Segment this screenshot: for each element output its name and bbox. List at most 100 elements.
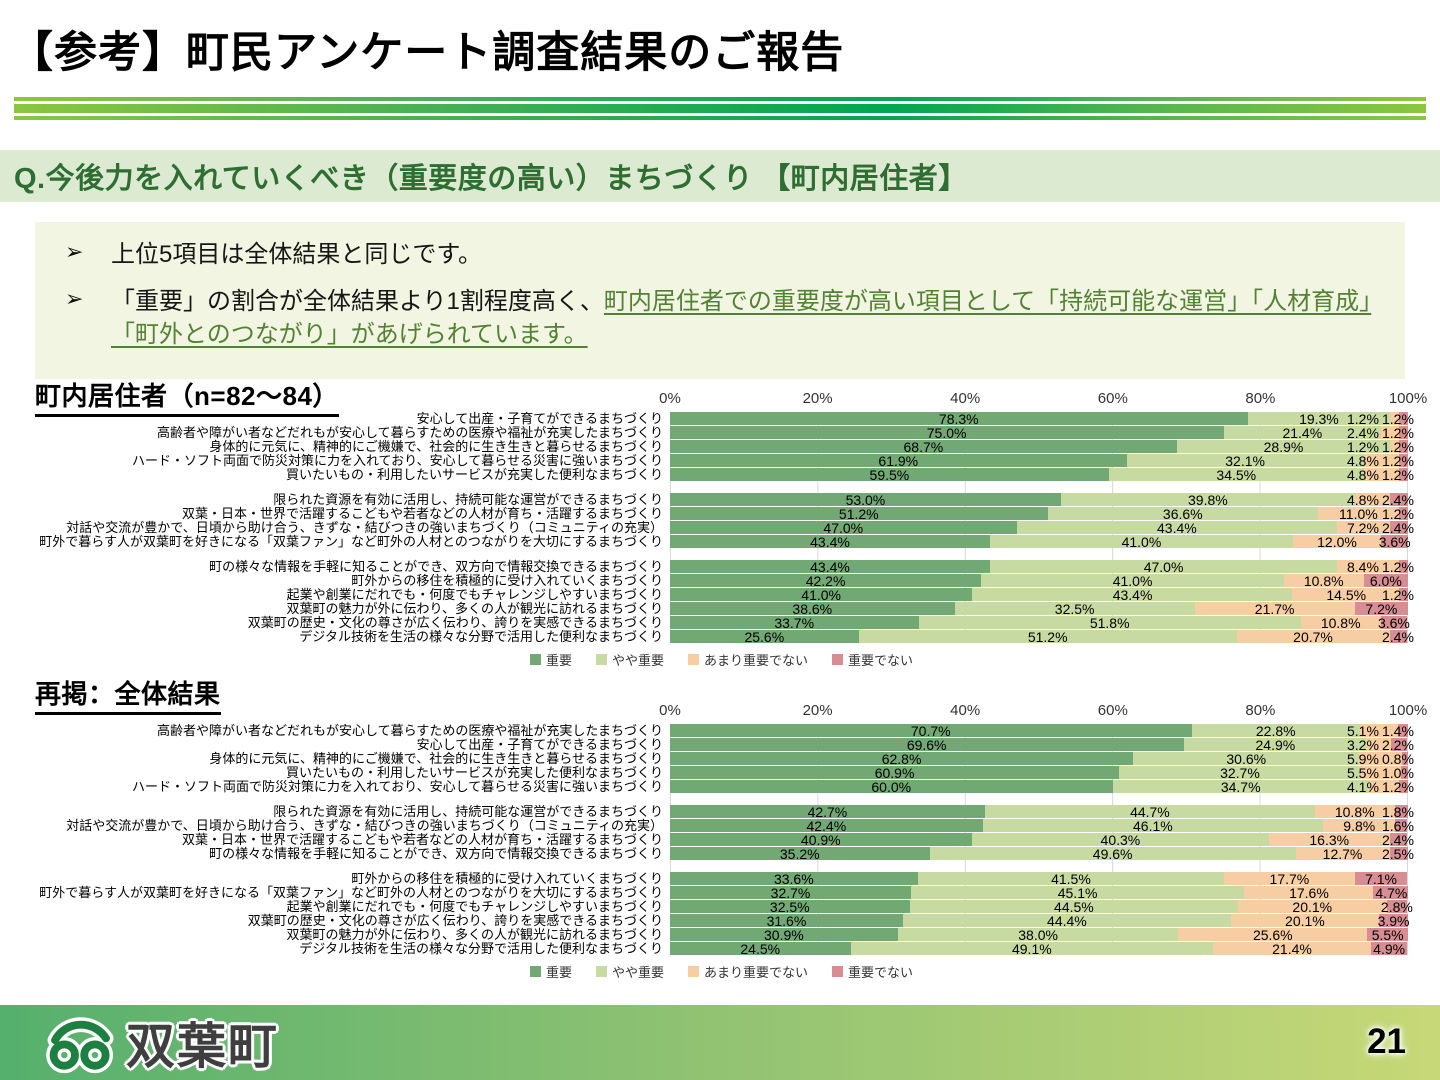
bar-segment	[971, 833, 1270, 846]
chart-row: 双葉・日本・世界で活躍するこどもや若者などの人材が育ち・活躍するまちづくり 40.…	[35, 831, 1414, 848]
legend-item: 重要でない	[832, 962, 913, 981]
bar-segment	[1016, 521, 1338, 534]
bar-segment	[1399, 440, 1408, 453]
value-labels: 60.0% 34.7% 4.1% 1.2%	[670, 778, 1414, 795]
legend-item: やや重要	[595, 962, 664, 981]
bar-segment	[670, 440, 1177, 453]
bar-value-label: 4.1%	[1347, 778, 1379, 795]
legend-swatch-icon	[832, 966, 844, 977]
chart-row: 双葉町の歴史・文化の尊さが広く伝わり、誇りを実感できるまちづくり 31.6% 44.…	[35, 913, 1410, 929]
bar-segment	[1368, 780, 1400, 793]
bar-segment	[670, 900, 910, 913]
bar-value-label: 1.6%	[1382, 817, 1414, 834]
bar-value-label: 28.9%	[1263, 438, 1304, 455]
stacked-bar: 47.0% 43.4% 7.2% 2.4%	[670, 520, 1414, 536]
stacked-bar: 60.9% 32.7% 5.5% 1.0%	[670, 765, 1414, 781]
category-label: 双葉町の歴史・文化の尊さが広く伝わり、誇りを実感できるまちづくり	[247, 913, 663, 928]
bar-segment	[1386, 900, 1408, 913]
bar-value-label: 40.3%	[1100, 831, 1141, 848]
bar-segment	[1390, 521, 1408, 534]
bar-segment	[1112, 780, 1369, 793]
chart-row: 身体的に元気に、精神的にご機嫌で、社会的に生き生きと暮らせるまちづくり 62.8%…	[35, 751, 1414, 767]
bar-segment	[670, 738, 1184, 751]
category-label: 双葉・日本・世界で活躍するこどもや若者などの人材が育ち・活躍するまちづくり	[181, 832, 663, 847]
chart-residents: 0% 20% 40% 60% 80% 100% 安心して出産・子育てができるまちづくり 78…	[35, 390, 1427, 669]
category-label: 町外からの移住を積極的に受け入れていくまちづくり	[351, 871, 663, 886]
chart-row: 双葉町の魅力が外に伝わり、多くの人が観光に訪れるまちづくり 30.9% 38.0% 2…	[35, 926, 1408, 943]
bar-segment	[1400, 766, 1409, 779]
bar-segment	[1119, 766, 1361, 779]
bar-value-label: 25.6%	[1252, 926, 1293, 943]
bar-segment	[1177, 440, 1391, 453]
stacked-bar: 43.4% 41.0% 12.0% 3.6%	[670, 534, 1411, 550]
bar-value-label: 32.7%	[770, 884, 811, 901]
bar-segment	[1399, 560, 1408, 573]
bar-segment	[670, 521, 1017, 534]
category-label: 安心して出産・子育てができるまちづくり	[416, 411, 663, 426]
value-labels: 32.5% 44.5% 20.1% 2.8%	[670, 898, 1413, 915]
legend-swatch-icon	[529, 966, 541, 977]
bar-value-label: 51.8%	[1089, 614, 1130, 631]
chart-row: 高齢者や障がい者などだれもが安心して暮らすための医療や福祉が充実したまちづくり 7…	[35, 424, 1414, 441]
category-label: 対話や交流が豊かで、日頃から助け合う、きずな・結びつきの強いまちづくり（コミュニ…	[66, 818, 663, 833]
page-title: 【参考】町民アンケート調査結果のご報告	[10, 29, 845, 77]
town-logo: 双葉町	[42, 1007, 279, 1078]
bar-segment	[1317, 507, 1400, 520]
bar-segment	[1230, 914, 1380, 927]
bar-segment	[1389, 630, 1408, 643]
bar-value-label: 7.2%	[1365, 600, 1398, 617]
bar-segment	[670, 752, 1134, 765]
bar-value-label: 75.0%	[926, 424, 967, 441]
stacked-bar: 75.0% 21.4% 2.4% 1.2%	[670, 424, 1414, 441]
bar-value-label: 42.7%	[807, 803, 848, 820]
bar-value-label: 59.5%	[869, 466, 910, 483]
bar-segment	[954, 602, 1195, 615]
bar-value-label: 2.5%	[1382, 845, 1414, 862]
bar-segment	[1360, 766, 1401, 779]
bar-segment	[670, 872, 918, 885]
footer-band: 双葉町 21	[0, 1005, 1440, 1080]
bar-segment	[1178, 928, 1368, 941]
legend-swatch-icon	[688, 966, 699, 977]
value-labels: 60.9% 32.7% 5.5% 1.0%	[670, 765, 1414, 781]
category-label: 身体的に元気に、精神的にご機嫌で、社会的に生き生きと暮らせるまちづくり	[209, 751, 663, 766]
legend-item: 重要	[529, 650, 572, 669]
legend-label: あまり重要でない	[704, 653, 809, 668]
bar-segment	[985, 805, 1315, 818]
category-label: 起業や創業にだれでも・何度でもチャレンジしやすいまちづくり	[286, 899, 663, 914]
bar-value-label: 32.5%	[769, 898, 810, 915]
chart-row: デジタル技術を生活の様々な分野で活用した便利なまちづくり 24.5% 49.1% 21…	[35, 941, 1408, 957]
bar-value-label: 1.2%	[1382, 452, 1414, 469]
bar-segment	[670, 780, 1113, 793]
stacked-bar: 33.7% 51.8% 10.8% 3.6%	[670, 614, 1410, 631]
category-label: 対話や交流が豊かで、日頃から助け合う、きずな・結びつきの強いまちづくり（コミュニ…	[66, 520, 663, 535]
stacked-bar: 69.6% 24.9% 3.2% 2.2%	[670, 737, 1414, 753]
bar-segment	[1269, 833, 1390, 846]
bar-value-label: 1.2%	[1382, 558, 1414, 575]
page-number: 21	[1367, 1022, 1406, 1061]
bar-segment	[670, 507, 1048, 520]
x-axis-tick-label: 60%	[1097, 390, 1128, 407]
bar-segment	[670, 535, 991, 548]
category-label: 身体的に元気に、精神的にご機嫌で、社会的に生き生きと暮らせるまちづくり	[209, 439, 663, 454]
bar-segment	[670, 468, 1110, 481]
x-axis-tick-label: 100%	[1388, 702, 1428, 719]
bar-value-label: 34.5%	[1216, 466, 1257, 483]
stacked-bar: 31.6% 44.4% 20.1% 3.9%	[670, 913, 1410, 929]
x-axis-tick-label: 0%	[659, 390, 681, 407]
bar-segment	[670, 766, 1120, 779]
chart-row: 安心して出産・子育てができるまちづくり 78.3% 19.3% 1.2% 1.2%	[35, 410, 1414, 427]
bar-value-label: 1.2%	[1347, 410, 1379, 427]
bar-value-label: 5.1%	[1347, 722, 1379, 739]
bar-segment	[1391, 738, 1408, 751]
bar-value-label: 1.2%	[1382, 410, 1414, 427]
bar-segment	[1380, 616, 1408, 629]
bar-value-label: 21.7%	[1254, 600, 1295, 617]
chart-row: 対話や交流が豊かで、日頃から助け合う、きずな・結びつきの強いまちづくり（コミュニ…	[35, 520, 1414, 536]
category-label: 双葉町の魅力が外に伝わり、多くの人が観光に訪れるまちづくり	[286, 927, 663, 942]
category-label: デジタル技術を生活の様々な分野で活用した便利なまちづくり	[299, 629, 663, 644]
bar-value-label: 41.0%	[801, 586, 841, 603]
bar-segment	[1243, 886, 1374, 899]
bar-value-label: 44.5%	[1054, 898, 1094, 915]
bar-value-label: 45.1%	[1057, 884, 1098, 901]
